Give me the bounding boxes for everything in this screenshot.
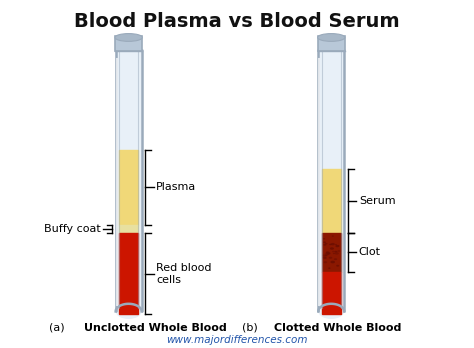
Ellipse shape [334, 258, 337, 260]
Ellipse shape [326, 253, 330, 255]
Ellipse shape [328, 252, 330, 254]
Ellipse shape [322, 254, 325, 256]
Bar [322, 271, 341, 314]
Ellipse shape [335, 252, 339, 255]
Text: Red blood
cells: Red blood cells [156, 263, 212, 285]
Bar [119, 225, 138, 233]
FancyBboxPatch shape [116, 36, 142, 311]
Ellipse shape [337, 250, 340, 252]
Ellipse shape [324, 261, 327, 263]
Ellipse shape [335, 244, 337, 245]
Ellipse shape [322, 256, 327, 259]
Ellipse shape [323, 242, 326, 243]
Ellipse shape [330, 247, 334, 250]
Ellipse shape [332, 236, 334, 237]
Ellipse shape [336, 265, 339, 267]
Ellipse shape [337, 245, 339, 246]
Ellipse shape [329, 244, 332, 245]
Ellipse shape [333, 253, 335, 254]
Ellipse shape [330, 261, 335, 263]
Ellipse shape [326, 251, 329, 253]
Bar [119, 150, 138, 225]
Ellipse shape [318, 33, 345, 41]
Text: Serum: Serum [359, 196, 395, 206]
Ellipse shape [318, 304, 344, 319]
Ellipse shape [325, 243, 328, 245]
Text: (a): (a) [48, 323, 64, 333]
Ellipse shape [323, 238, 325, 239]
Ellipse shape [328, 268, 330, 269]
Text: Plasma: Plasma [156, 182, 196, 192]
Text: (b): (b) [242, 323, 257, 333]
Text: Clotted Whole Blood: Clotted Whole Blood [274, 323, 401, 333]
Ellipse shape [328, 257, 332, 259]
Ellipse shape [116, 304, 142, 319]
Text: Clot: Clot [359, 247, 381, 258]
FancyBboxPatch shape [318, 36, 344, 311]
Bar [119, 233, 138, 314]
Text: Buffy coat: Buffy coat [44, 224, 101, 234]
Text: Unclotted Whole Blood: Unclotted Whole Blood [84, 323, 227, 333]
Bar [115, 36, 142, 52]
Text: www.majordifferences.com: www.majordifferences.com [166, 335, 308, 345]
Ellipse shape [331, 243, 335, 245]
Ellipse shape [335, 245, 339, 247]
Text: Blood Plasma vs Blood Serum: Blood Plasma vs Blood Serum [74, 12, 400, 31]
Bar [318, 36, 345, 52]
Ellipse shape [115, 33, 142, 41]
Bar [322, 233, 341, 271]
Ellipse shape [325, 253, 329, 255]
Ellipse shape [323, 244, 327, 246]
Bar [322, 169, 341, 233]
Ellipse shape [324, 258, 327, 259]
Ellipse shape [335, 251, 337, 252]
Ellipse shape [325, 255, 328, 256]
Ellipse shape [332, 251, 335, 252]
